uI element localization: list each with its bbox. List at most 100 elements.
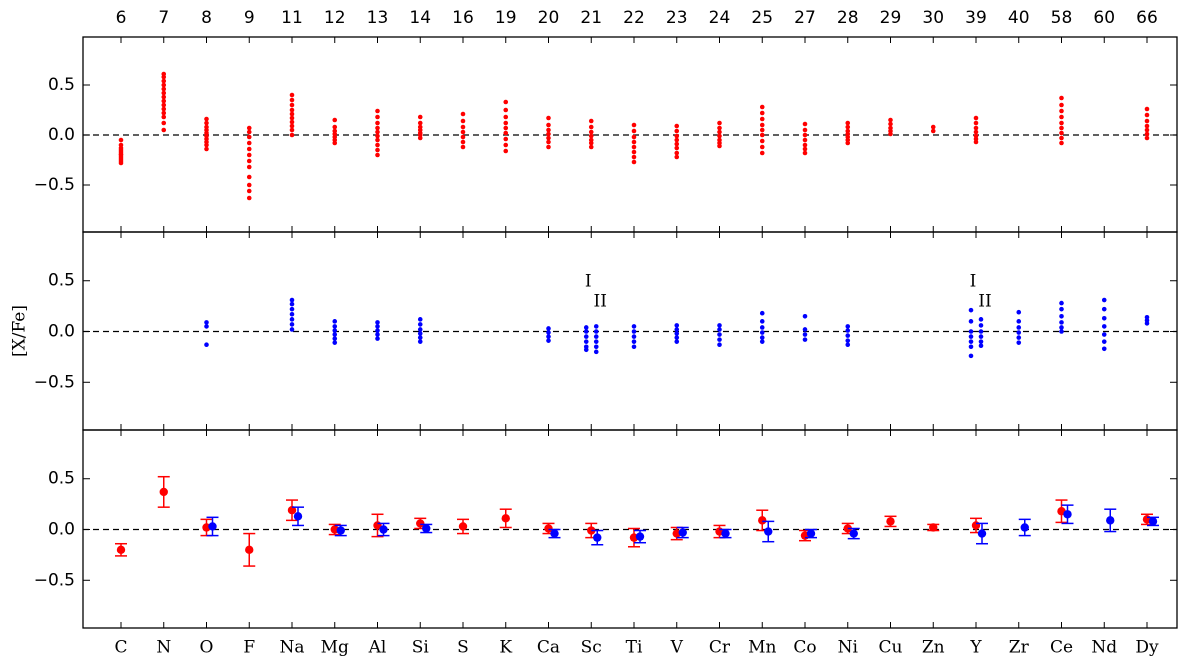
- data-point: [375, 152, 380, 158]
- data-point: [1106, 516, 1115, 525]
- data-point: [289, 297, 295, 303]
- data-point: [978, 343, 984, 349]
- data-point: [1059, 95, 1064, 101]
- data-point: [417, 120, 423, 126]
- data-point: [1016, 325, 1022, 330]
- data-point: [245, 545, 254, 555]
- data-point: [246, 195, 252, 201]
- data-point: [1059, 325, 1064, 330]
- data-point: [674, 133, 680, 139]
- data-point: [375, 320, 380, 325]
- data-point: [759, 116, 765, 122]
- data-point: [460, 139, 466, 145]
- data-point: [460, 129, 466, 135]
- data-point: [546, 326, 551, 331]
- x-tick-label: C: [114, 638, 127, 658]
- data-point: [968, 334, 974, 339]
- data-point: [802, 137, 808, 143]
- data-point: [764, 527, 773, 536]
- data-point: [417, 135, 423, 141]
- data-point: [593, 324, 599, 329]
- data-point: [332, 332, 338, 337]
- data-point: [204, 146, 209, 152]
- data-point: [721, 529, 730, 538]
- top-axis-label: 28: [837, 8, 859, 28]
- data-point: [588, 144, 594, 150]
- data-point: [802, 313, 808, 319]
- data-point: [289, 306, 295, 312]
- data-point: [888, 117, 893, 123]
- data-point: [375, 324, 380, 329]
- top-axis-label: 13: [367, 8, 389, 28]
- data-point: [1059, 313, 1064, 319]
- data-point: [332, 336, 338, 341]
- data-point: [375, 142, 380, 148]
- x-tick-label: Ti: [626, 638, 643, 658]
- data-point: [161, 94, 167, 100]
- data-point: [631, 344, 637, 350]
- data-point: [289, 311, 295, 317]
- x-tick-label: Cu: [879, 638, 903, 658]
- data-point: [379, 525, 388, 534]
- data-point: [758, 516, 767, 525]
- data-point: [375, 125, 380, 131]
- data-point: [973, 125, 979, 131]
- data-point: [631, 128, 637, 134]
- data-point: [246, 125, 252, 131]
- data-point: [759, 150, 765, 156]
- top-axis-label: 24: [709, 8, 731, 28]
- ion-label: II: [594, 292, 607, 312]
- data-point: [845, 324, 851, 329]
- data-point: [375, 328, 380, 333]
- data-point: [802, 337, 808, 342]
- data-point: [375, 108, 380, 114]
- data-point: [546, 338, 551, 343]
- data-point: [717, 332, 722, 337]
- data-point: [208, 522, 217, 531]
- data-point: [631, 144, 637, 150]
- data-point: [631, 122, 637, 128]
- top-axis-label: 16: [452, 8, 474, 28]
- data-point: [332, 319, 338, 324]
- y-tick-label: 0.0: [48, 520, 75, 540]
- top-axis-label: 6: [116, 8, 127, 28]
- data-point: [246, 146, 252, 152]
- data-point: [1016, 309, 1022, 315]
- data-point: [289, 111, 295, 117]
- data-point: [845, 338, 851, 343]
- data-point: [968, 329, 974, 334]
- data-point: [1059, 306, 1064, 312]
- y-axis-label: [X/Fe]: [10, 305, 30, 357]
- top-axis-label: 20: [538, 8, 560, 28]
- x-tick-label: Ca: [537, 638, 560, 658]
- top-axis-label: 60: [1093, 8, 1115, 28]
- data-point: [289, 115, 295, 121]
- data-point: [674, 141, 680, 147]
- data-point: [460, 111, 466, 117]
- data-point: [674, 327, 680, 332]
- data-point: [289, 127, 295, 133]
- data-point: [503, 107, 509, 113]
- data-point: [845, 124, 851, 130]
- data-point: [888, 131, 893, 137]
- data-point: [161, 98, 167, 104]
- data-point: [806, 529, 816, 538]
- data-point: [593, 329, 599, 334]
- data-point: [845, 342, 851, 348]
- x-tick-label: Y: [969, 638, 982, 658]
- data-point: [802, 121, 808, 127]
- ion-label: II: [978, 292, 991, 312]
- data-point: [588, 129, 594, 135]
- data-point: [678, 528, 687, 537]
- x-tick-label: Mg: [321, 638, 349, 658]
- data-point: [759, 138, 765, 144]
- data-point: [717, 337, 722, 342]
- data-point: [631, 149, 637, 155]
- data-point: [845, 140, 851, 146]
- data-point: [968, 307, 974, 313]
- top-axis-label: 58: [1051, 8, 1073, 28]
- x-tick-label: Zr: [1009, 638, 1030, 658]
- ion-label: I: [585, 272, 592, 292]
- top-axis-label: 40: [1008, 8, 1030, 28]
- data-point: [204, 320, 209, 325]
